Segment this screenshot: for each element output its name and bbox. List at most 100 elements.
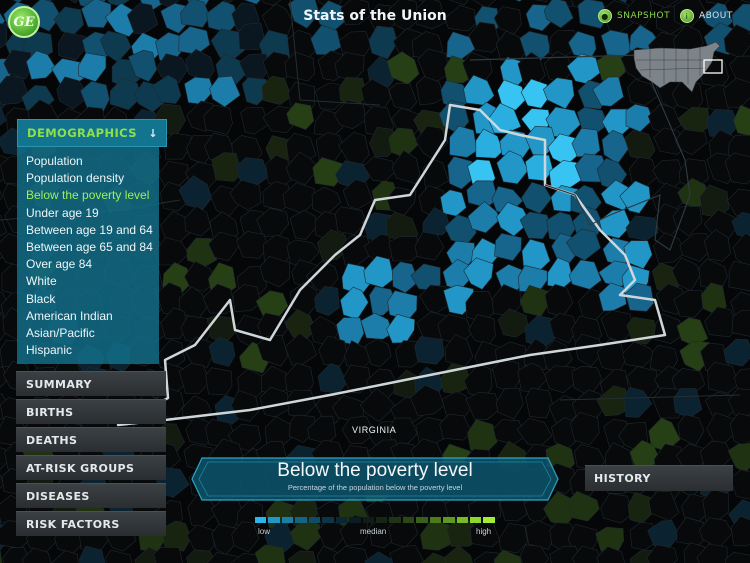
legend-swatch [429,517,442,523]
metric-below-poverty[interactable]: Below the poverty level [26,188,150,203]
snapshot-label: SNAPSHOT [617,11,671,21]
county-cell [414,336,445,365]
menu-deaths-button[interactable]: DEATHS [16,427,166,452]
county-cell [391,149,421,185]
menu-summary-button[interactable]: SUMMARY [16,371,166,396]
county-cell [26,50,57,80]
legend-swatch [281,517,294,523]
metric-white[interactable]: White [26,274,57,289]
county-cell [653,127,685,155]
county-cell [0,105,7,126]
county-cell [259,255,291,288]
demographics-label: DEMOGRAPHICS [27,126,137,140]
county-cell [205,367,233,396]
county-cell [475,128,504,159]
metric-population-density[interactable]: Population density [26,171,125,186]
metric-under-19[interactable]: Under age 19 [26,205,99,220]
snapshot-button[interactable]: ● SNAPSHOT [598,9,670,23]
county-cell [414,231,445,261]
legend-swatch [456,517,468,523]
county-cell [184,261,218,292]
county-cell [109,78,142,111]
menu-risk-factors-button[interactable]: RISK FACTORS [16,511,166,536]
legend-swatch [268,517,280,523]
county-cell [230,389,260,422]
app-title: Stats of the Union [303,8,447,24]
county-cell [672,205,703,237]
legend-swatch [362,517,374,523]
county-cell [549,313,578,344]
demographics-header[interactable]: DEMOGRAPHICS ↓ [17,119,167,147]
county-cell [286,102,315,130]
county-cell [289,209,319,240]
metric-over-84[interactable]: Over age 84 [26,257,93,272]
county-cell [444,5,477,32]
metric-black[interactable]: Black [26,291,56,306]
county-cell [78,545,105,563]
ge-logo[interactable]: GE [8,6,40,38]
county-cell [56,76,90,110]
county-cell [388,82,418,111]
county-cell [21,547,52,563]
county-cell [514,0,523,2]
about-button[interactable]: i ABOUT [680,9,733,23]
demographics-list: Population Population density Below the … [17,147,159,365]
county-cell [208,231,239,262]
county-cell [284,51,315,82]
metric-population[interactable]: Population [26,154,83,168]
county-cell [422,207,451,236]
menu-diseases-button[interactable]: DISEASES [16,483,166,508]
county-cell [0,314,6,341]
legend-low-label: low [258,527,271,536]
county-cell [622,341,656,368]
legend-swatch [255,517,267,523]
county-cell [231,521,260,553]
county-cell [0,547,3,563]
county-cell [0,473,4,489]
arrow-down-icon: ↓ [148,126,158,140]
us-minimap[interactable] [630,38,728,100]
county-cell [728,260,750,292]
county-cell [186,549,216,563]
county-cell [160,307,188,340]
county-cell [731,309,750,337]
metric-age-19-64[interactable]: Between age 19 and 64 [26,222,153,237]
county-cell [0,366,7,388]
county-cell [184,205,212,237]
legend-swatch [483,517,495,523]
county-cell [673,290,704,318]
county-cell [343,364,371,394]
county-cell [519,211,552,240]
metric-american-indian[interactable]: American Indian [26,308,113,323]
county-cell [236,231,269,259]
metric-asian-pacific[interactable]: Asian/Pacific [26,325,95,340]
county-cell [444,334,474,367]
menu-at-risk-groups-button[interactable]: AT-RISK GROUPS [16,455,166,480]
county-cell [288,0,320,29]
county-cell [211,152,242,182]
county-cell [525,520,554,550]
virginia-border [116,103,667,427]
county-cell [153,546,184,563]
county-cell [467,201,501,234]
menu-births-button[interactable]: BIRTHS [16,399,166,424]
legend-swatch [295,517,307,523]
history-button[interactable]: HISTORY [585,465,733,491]
county-cell [340,0,371,26]
county-cell [415,76,445,106]
legend-swatch [470,517,482,523]
county-cell [238,22,266,51]
legend-swatch [389,517,401,523]
county-cell [241,77,268,106]
viewport-indicator[interactable] [703,59,723,74]
county-cell [178,363,210,395]
metric-subtitle: Percentage of the population below the p… [287,483,463,492]
county-cell [600,493,634,524]
metric-age-65-84[interactable]: Between age 65 and 84 [26,239,153,254]
county-cell [596,385,632,417]
county-cell [498,522,528,554]
camera-icon: ● [598,9,612,23]
metric-hispanic[interactable]: Hispanic [26,343,73,358]
us-outline-shape [633,41,721,93]
legend-swatch [402,517,415,523]
